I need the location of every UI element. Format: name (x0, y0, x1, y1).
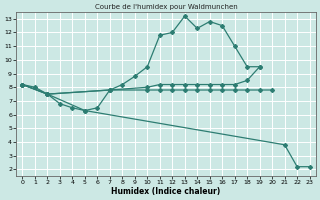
Title: Courbe de l'humidex pour Waldmunchen: Courbe de l'humidex pour Waldmunchen (95, 4, 237, 10)
X-axis label: Humidex (Indice chaleur): Humidex (Indice chaleur) (111, 187, 221, 196)
